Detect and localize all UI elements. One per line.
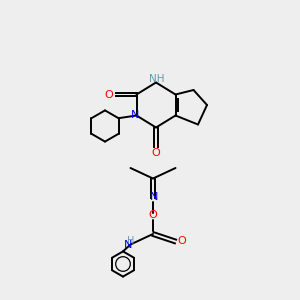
- Text: O: O: [178, 236, 187, 247]
- Text: O: O: [104, 89, 113, 100]
- Text: N: N: [149, 192, 158, 203]
- Text: O: O: [148, 210, 158, 220]
- Text: O: O: [152, 148, 160, 158]
- Text: NH: NH: [149, 74, 164, 84]
- Text: N: N: [131, 110, 139, 121]
- Text: H: H: [128, 236, 135, 247]
- Text: N: N: [124, 240, 132, 250]
